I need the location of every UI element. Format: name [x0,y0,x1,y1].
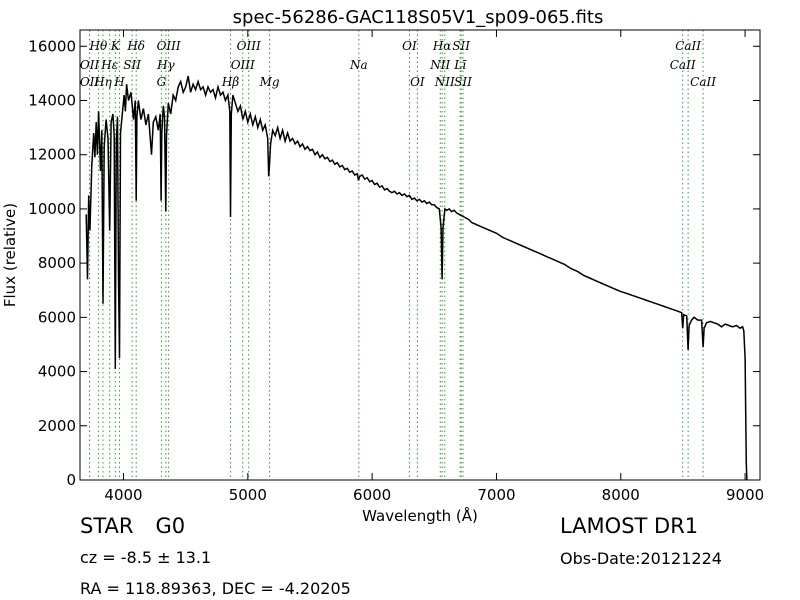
line-label-18: OI [410,75,425,89]
redshift-label: cz = -8.5 ± 13.1 [80,548,212,567]
line-label-16: Na [349,58,368,72]
line-label-17: OI [402,39,417,53]
spectral-line-markers: OII OII Hθ Hη K Hε SII H Hδ OIII Hγ G OIII OIII Hβ Mg Na… [80,30,716,480]
y-tick-label-6: 12000 [28,146,76,164]
x-tick-label-0: 4000 [104,486,142,504]
obs-date-label: Obs-Date:20121224 [560,549,722,568]
object-class: STAR G0 [80,514,185,538]
x-tick-label-3: 7000 [477,486,515,504]
line-label-24: SII [454,75,472,89]
coordinates-label: RA = 118.89363, DEC = -4.20205 [80,579,351,598]
plot-frame [79,29,761,481]
x-tick-label-2: 6000 [353,486,391,504]
line-label-2: Hθ [89,39,108,53]
line-label-5: Hε [100,58,118,72]
line-label-25: CaII [675,39,701,53]
line-label-8: Hδ [126,39,145,53]
line-label-22: Lī [453,58,467,72]
line-label-10: Hγ [156,58,175,72]
line-label-3: Hη [93,75,112,89]
y-tick-label-1: 2000 [38,417,76,435]
class-label: STAR [80,514,134,538]
line-label-0: OII [80,58,100,72]
x-tick-label-4: 8000 [602,486,640,504]
axis-ticks: 4000 5000 6000 7000 8000 9000 0 2000 4000 6000 800… [28,30,764,504]
line-label-7: H [113,75,125,89]
x-tick-label-5: 9000 [726,486,764,504]
y-tick-label-0: 0 [66,471,76,489]
flux-series-line [85,75,748,481]
line-label-9: OIII [157,39,181,53]
line-label-14: Hβ [221,75,239,89]
line-label-1: OII [80,75,100,89]
line-label-21: NII [429,58,450,72]
survey-label: LAMOST DR1 [560,514,699,538]
line-label-23: NII [434,75,455,89]
line-label-20: SII [452,39,470,53]
y-tick-label-4: 8000 [38,254,76,272]
line-label-11: G [157,75,167,89]
line-label-15: Mg [259,75,280,89]
y-tick-label-8: 16000 [28,37,76,55]
line-label-26: CaII [670,58,696,72]
x-axis-label: Wavelength (Å) [362,506,478,525]
line-label-12: OIII [237,39,261,53]
x-tick-label-1: 5000 [229,486,267,504]
y-tick-label-3: 6000 [38,308,76,326]
line-label-13: OIII [231,58,255,72]
line-label-27: CaII [690,75,716,89]
chart-title: spec-56286-GAC118S05V1_sp09-065.fits [233,7,604,28]
y-tick-label-7: 14000 [28,91,76,109]
line-label-19: Hα [432,39,452,53]
y-tick-label-2: 4000 [38,363,76,381]
y-axis-label: Flux (relative) [1,203,19,307]
line-label-6: SII [123,58,141,72]
line-label-4: K [110,39,121,53]
y-tick-label-5: 10000 [28,200,76,218]
subclass-label: G0 [155,514,186,538]
